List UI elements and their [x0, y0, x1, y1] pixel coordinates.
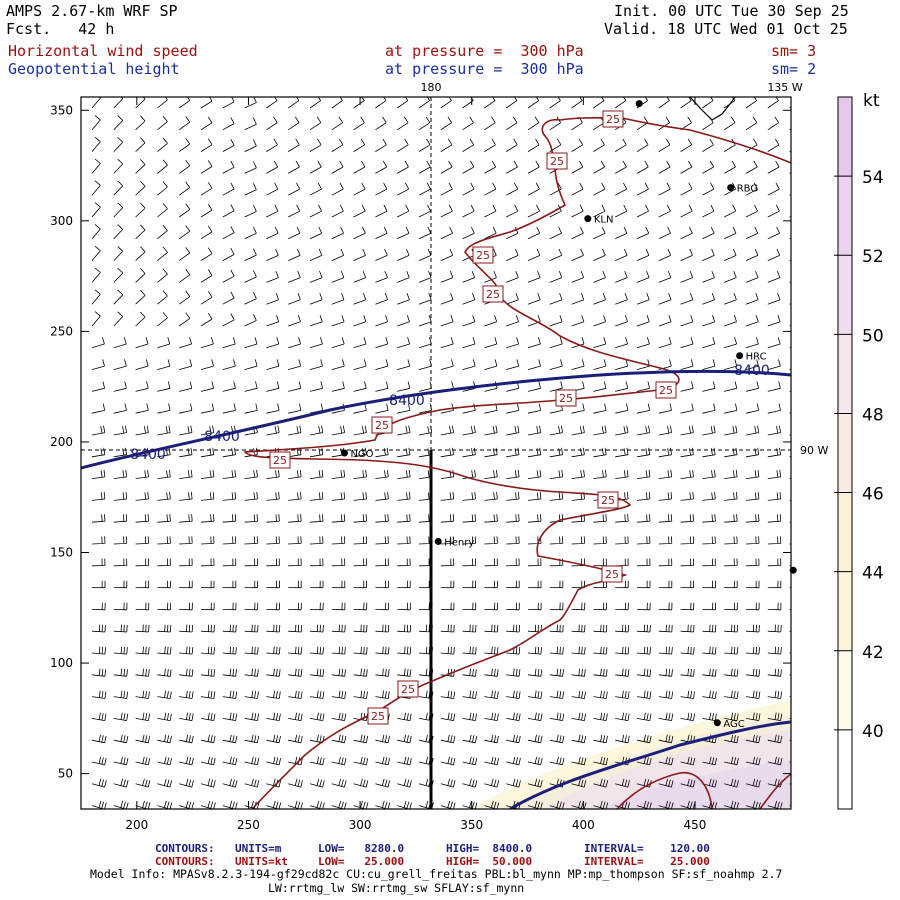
station-label: KLN	[594, 215, 614, 226]
station-label: Henry	[444, 537, 474, 548]
field1-name: Horizontal wind speed	[8, 42, 198, 60]
contour1-low: LOW= 8280.0	[318, 842, 405, 855]
valid-time: Valid. 18 UTC Wed 01 Oct 25	[604, 20, 848, 38]
plot-frame	[80, 96, 792, 810]
station-marker	[340, 449, 348, 457]
colorbar-label: 42	[862, 643, 884, 663]
colorbar-swatch	[838, 729, 852, 809]
wind-barbs	[91, 97, 791, 809]
wind-speed-contour	[243, 117, 791, 809]
colorbar-label: 54	[862, 168, 884, 188]
colorbar-label: 44	[862, 564, 884, 584]
station-marker	[727, 184, 735, 192]
label-135w: 135 W	[767, 81, 802, 94]
station-label: HRC	[746, 352, 767, 363]
field1-level: at pressure = 300 hPa	[385, 42, 584, 60]
model-info-line1: Model Info: MPASv8.2.3-194-gf29cd82c CU:…	[90, 867, 783, 881]
field2-level: at pressure = 300 hPa	[385, 60, 584, 78]
station-marker	[635, 100, 643, 108]
y-tick-label: 300	[50, 214, 73, 228]
colorbar-swatch	[838, 492, 852, 572]
station-label: NGO	[350, 449, 373, 460]
field1-smoothing: sm= 3	[771, 42, 817, 60]
contour2-low: LOW= 25.000	[318, 855, 405, 868]
x-tick-label: 450	[684, 818, 707, 832]
contour2-interval: INTERVAL= 25.000	[584, 855, 710, 868]
speed-contour-label: 25	[371, 710, 385, 723]
contour2-key: CONTOURS:	[155, 855, 215, 868]
wind-speed-shading	[470, 700, 791, 809]
x-tick-label: 350	[460, 818, 483, 832]
speed-contour-label: 25	[273, 454, 287, 467]
x-tick-label: 300	[349, 818, 372, 832]
y-tick-label: 350	[50, 103, 73, 117]
colorbar-swatch	[838, 413, 852, 493]
station-marker	[584, 215, 592, 223]
contour2-high: HIGH= 50.000	[446, 855, 533, 868]
forecast-hour: Fcst. 42 h	[6, 20, 115, 38]
colorbar-swatch	[838, 650, 852, 730]
contour2-units: UNITS=kt	[235, 855, 288, 868]
colorbar-unit: kt	[863, 91, 880, 111]
speed-contour-label: 25	[605, 568, 619, 581]
station-marker	[736, 352, 744, 360]
y-axis: 50 100 150 200 250 300 350	[50, 103, 791, 781]
label-180: 180	[421, 81, 442, 94]
colorbar-label: 52	[862, 247, 884, 267]
colorbar-label: 46	[862, 485, 884, 505]
label-90w: 90 W	[800, 444, 828, 457]
contour1-high: HIGH= 8400.0	[446, 842, 533, 855]
x-tick-label: 250	[237, 818, 260, 832]
station-marker	[713, 719, 721, 727]
speed-contour-label: 25	[401, 683, 415, 696]
x-axis: 200 250 300 350 400 450	[125, 97, 706, 832]
height-contour-label: 8400	[130, 447, 166, 463]
station-marker	[434, 537, 442, 545]
speed-contour-label: 25	[606, 113, 620, 126]
init-time: Init. 00 UTC Tue 30 Sep 25	[614, 2, 849, 20]
y-tick-label: 250	[50, 324, 73, 338]
colorbar-swatch	[838, 97, 852, 177]
contour1-key: CONTOURS:	[155, 842, 215, 855]
height-contour	[81, 369, 791, 809]
speed-contour-label: 25	[559, 392, 573, 405]
y-tick-label: 100	[50, 656, 73, 670]
y-tick-label: 150	[50, 546, 73, 560]
colorbar-label: 48	[862, 405, 884, 425]
stations: RBG KLN HRC NGO Henry AGC	[340, 100, 797, 730]
speed-contour-label: 25	[550, 155, 564, 168]
contour1-units: UNITS=m	[235, 842, 282, 855]
coastline	[689, 97, 736, 121]
colorbar-swatch	[838, 255, 852, 335]
speed-contour-label: 25	[476, 249, 490, 262]
field2-name: Geopotential height	[8, 60, 180, 78]
y-tick-label: 200	[50, 435, 73, 449]
speed-contour-label: 25	[486, 288, 500, 301]
height-contour-label: 8400	[734, 363, 770, 379]
colorbar-label: 40	[862, 722, 884, 742]
colorbar: 54 52 50 48 46 44 42 40	[834, 96, 884, 810]
colorbar-swatch	[838, 176, 852, 256]
x-tick-label: 200	[125, 818, 148, 832]
y-tick-label: 50	[58, 767, 73, 781]
speed-contour-label: 25	[659, 384, 673, 397]
colorbar-label: 50	[862, 326, 884, 346]
colorbar-swatch	[838, 334, 852, 414]
station-label: AGC	[723, 719, 744, 730]
speed-contour-label: 25	[375, 419, 389, 432]
speed-contour-label: 25	[601, 494, 615, 507]
x-tick-label: 400	[572, 818, 595, 832]
model-title: AMPS 2.67-km WRF SP	[6, 2, 178, 20]
height-contour-label: 8400	[389, 393, 425, 409]
height-contour-label: 8400	[204, 429, 240, 445]
contour1-interval: INTERVAL= 120.00	[584, 842, 710, 855]
station-label: RBG	[737, 184, 758, 195]
field2-smoothing: sm= 2	[771, 60, 817, 78]
model-info-line2: LW:rrtmg_lw SW:rrtmg_sw SFLAY:sf_mynn	[268, 881, 525, 895]
colorbar-swatch	[838, 571, 852, 651]
